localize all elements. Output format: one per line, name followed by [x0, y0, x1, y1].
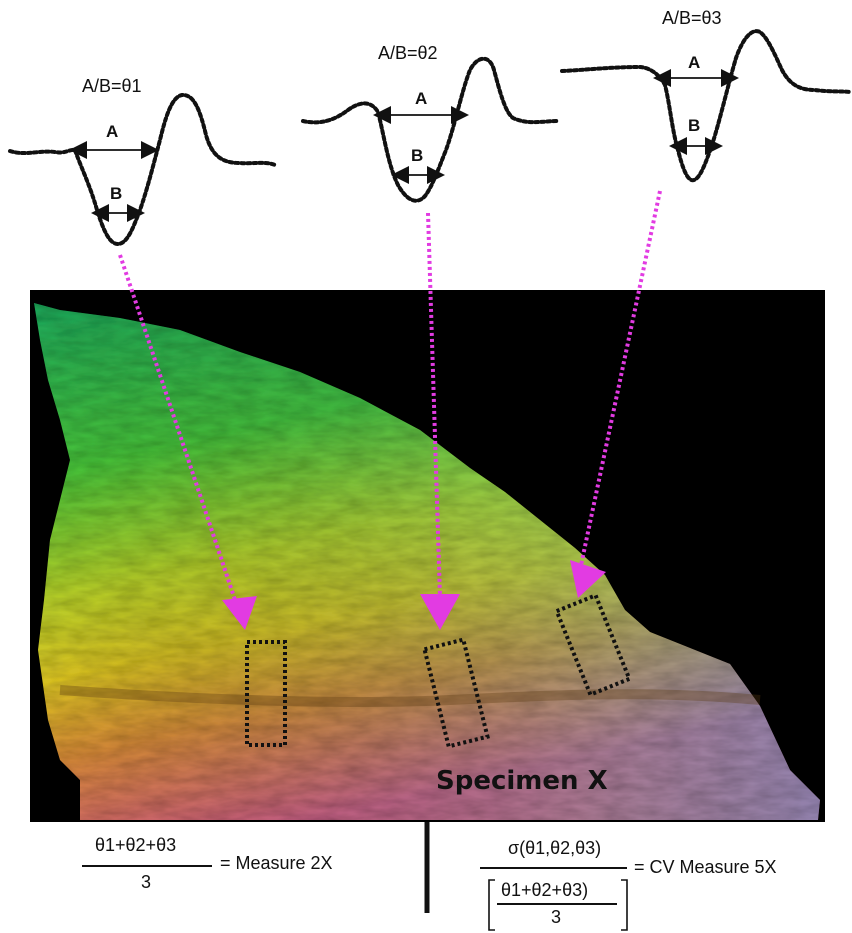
measure-box-3: [554, 592, 632, 698]
right-bracket: [621, 879, 628, 931]
arrow-1-line: [118, 254, 237, 601]
profile-1: [8, 93, 277, 246]
magenta-arrows: [118, 190, 662, 630]
right-formula-bar: [480, 867, 627, 869]
left-formula-bar: [82, 865, 212, 867]
right-formula-numerator: σ(θ1,θ2,θ3): [508, 838, 602, 858]
profile-2: [301, 56, 560, 203]
profile-3-b-label: B: [688, 116, 701, 135]
right-formula-result: = CV Measure 5X: [634, 857, 777, 877]
arrow-1-head: [222, 596, 257, 630]
arrow-3-line: [578, 190, 662, 571]
profile-3-a-label: A: [688, 53, 701, 72]
right-formula-inner-numerator: θ1+θ2+θ3): [501, 880, 589, 900]
ridge-band: [59, 685, 761, 707]
specimen-label: Specimen X: [436, 766, 608, 796]
profile-2-a-label: A: [415, 89, 428, 108]
profile-2-b-label: B: [411, 146, 424, 165]
arrow-3-head: [570, 560, 606, 598]
right-formula-inner-denominator: 3: [551, 907, 562, 927]
left-formula-numerator: θ1+θ2+θ3: [95, 835, 177, 855]
right-formula-inner-bar: [497, 903, 617, 905]
arrow-2-head: [420, 594, 460, 630]
measure-box-2: [422, 637, 490, 749]
profile-3-label: A/B=θ3: [662, 8, 722, 28]
profile-1-label: A/B=θ1: [82, 76, 142, 96]
profile-2-label: A/B=θ2: [378, 43, 438, 63]
profile-1-b-label: B: [110, 184, 123, 203]
left-formula-denominator: 3: [141, 872, 152, 892]
left-bracket: [488, 879, 495, 931]
left-formula-result: = Measure 2X: [220, 853, 333, 873]
profile-1-a-label: A: [106, 122, 119, 141]
measure-box-1: [245, 640, 287, 747]
arrow-2-line: [426, 212, 442, 598]
specimen-surface: [34, 303, 820, 820]
profile-3: [560, 29, 852, 183]
